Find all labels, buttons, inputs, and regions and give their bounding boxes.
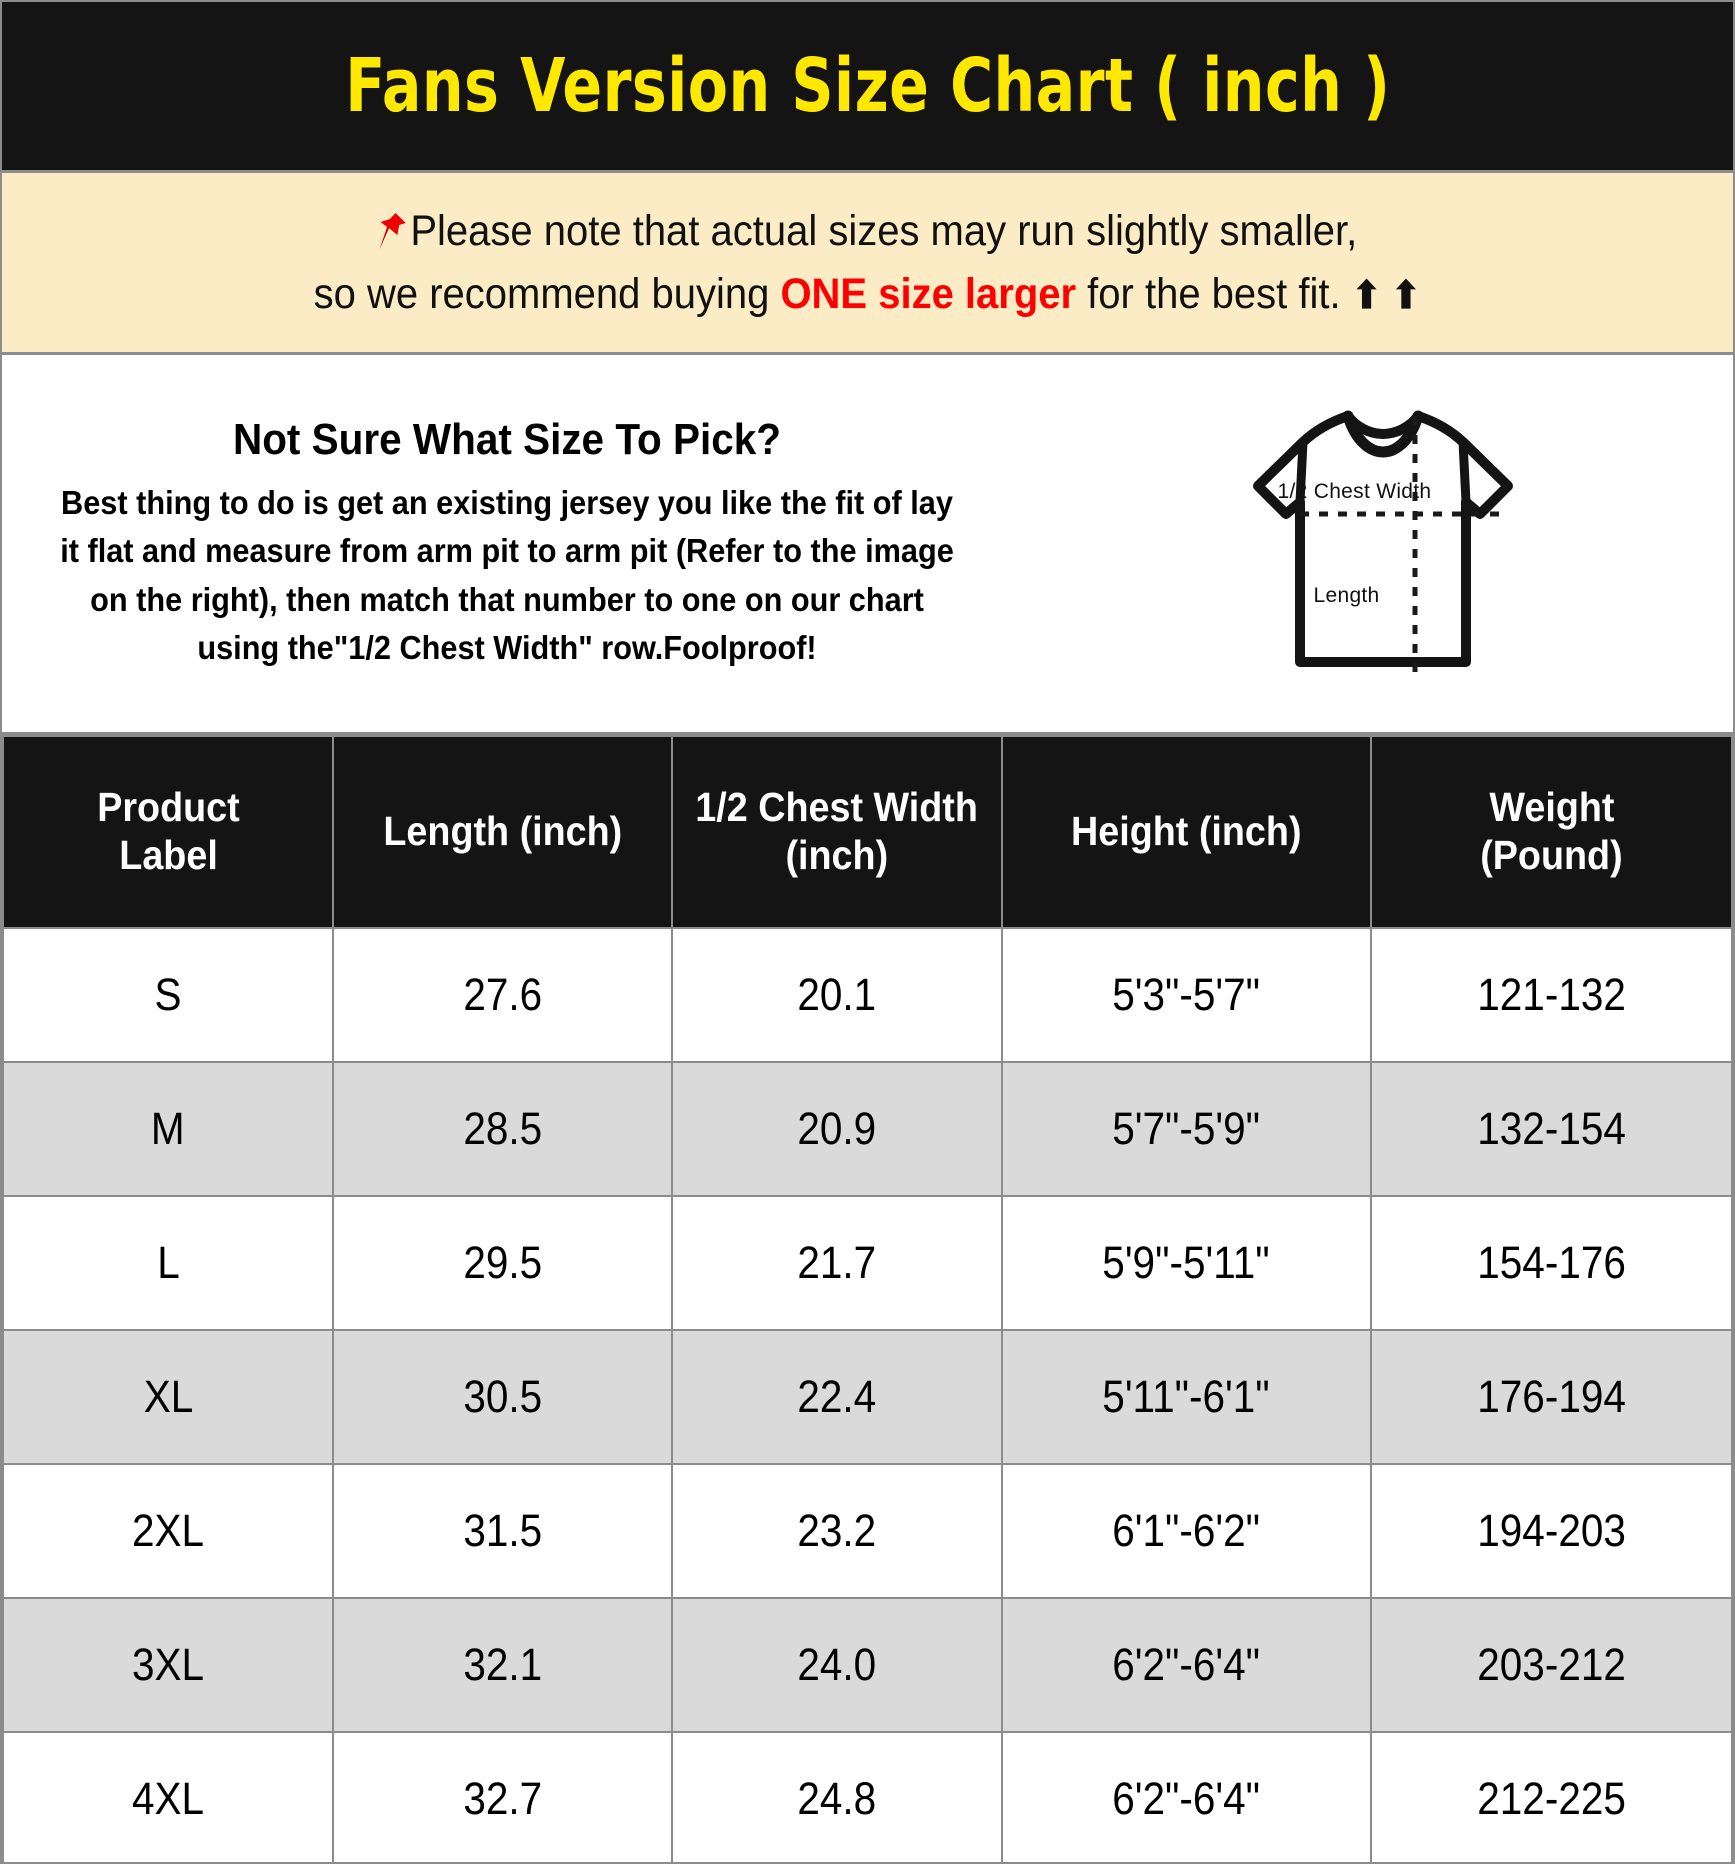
weight-cell: 194-203	[1370, 1463, 1733, 1599]
weight-cell: 212-225	[1370, 1731, 1733, 1862]
column-header-half-chest-width: 1/2 Chest Width (inch)	[670, 735, 1003, 929]
note-line-2-suffix: for the best fit.	[1076, 269, 1352, 318]
size-cell: 3XL	[2, 1597, 335, 1733]
info-body: Best thing to do is get an existing jers…	[60, 483, 954, 667]
note-emphasis: ONE size larger	[780, 269, 1077, 318]
note-line-2-prefix: so we recommend buying	[313, 269, 781, 318]
column-header-product-label: Product Label	[2, 735, 335, 929]
weight-cell: 154-176	[1370, 1195, 1733, 1331]
weight-cell: 176-194	[1370, 1329, 1733, 1465]
size-table-head: Product Label Length (inch) 1/2 Chest Wi…	[2, 735, 1733, 929]
info-section: Not Sure What Size To Pick? Best thing t…	[2, 355, 1733, 735]
table-row: 2XL 31.5 23.2 6'1"-6'2" 194-203	[2, 1463, 1733, 1599]
table-header-row: Product Label Length (inch) 1/2 Chest Wi…	[2, 735, 1733, 929]
table-row: L 29.5 21.7 5'9"-5'11" 154-176	[2, 1195, 1733, 1331]
chest-width-cell: 23.2	[670, 1463, 1003, 1599]
column-header-weight: Weight (Pound)	[1370, 735, 1733, 929]
height-cell: 6'1"-6'2"	[1000, 1463, 1373, 1599]
chest-width-cell: 21.7	[670, 1195, 1003, 1331]
tshirt-icon	[1252, 410, 1513, 678]
weight-cell: 132-154	[1370, 1061, 1733, 1197]
height-cell: 5'9"-5'11"	[1000, 1195, 1373, 1331]
table-row: 3XL 32.1 24.0 6'2"-6'4" 203-212	[2, 1597, 1733, 1733]
weight-cell: 121-132	[1370, 927, 1733, 1063]
size-cell: M	[2, 1061, 335, 1197]
page-title: Fans Version Size Chart ( inch )	[344, 43, 1391, 129]
chest-width-cell: 24.8	[670, 1731, 1003, 1862]
height-cell: 5'7"-5'9"	[1000, 1061, 1373, 1197]
up-arrow-icon: ⬆ ⬆	[1351, 274, 1422, 317]
chest-width-cell: 22.4	[670, 1329, 1003, 1465]
table-row: XL 30.5 22.4 5'11"-6'1" 176-194	[2, 1329, 1733, 1465]
table-row: 4XL 32.7 24.8 6'2"-6'4" 212-225	[2, 1731, 1733, 1862]
height-cell: 6'2"-6'4"	[1000, 1731, 1373, 1862]
weight-cell: 203-212	[1370, 1597, 1733, 1733]
length-cell: 30.5	[332, 1329, 673, 1465]
info-heading: Not Sure What Size To Pick?	[232, 414, 782, 464]
size-cell: S	[2, 927, 335, 1063]
table-row: S 27.6 20.1 5'3"-5'7" 121-132	[2, 927, 1733, 1063]
length-cell: 28.5	[332, 1061, 673, 1197]
size-cell: 4XL	[2, 1731, 335, 1862]
size-cell: L	[2, 1195, 335, 1331]
chest-width-cell: 24.0	[670, 1597, 1003, 1733]
chest-width-label: 1/2 Chest Width	[1277, 479, 1432, 503]
height-cell: 5'11"-6'1"	[1000, 1329, 1373, 1465]
table-row: M 28.5 20.9 5'7"-5'9" 132-154	[2, 1061, 1733, 1197]
size-table: Product Label Length (inch) 1/2 Chest Wi…	[2, 735, 1733, 1862]
tee-diagram: 1/2 Chest Width Length	[1208, 394, 1528, 694]
length-cell: 31.5	[332, 1463, 673, 1599]
size-cell: 2XL	[2, 1463, 335, 1599]
chest-width-cell: 20.1	[670, 927, 1003, 1063]
info-text-column: Not Sure What Size To Pick? Best thing t…	[2, 415, 1012, 673]
size-cell: XL	[2, 1329, 335, 1465]
length-label: Length	[1313, 583, 1380, 607]
column-header-length: Length (inch)	[332, 735, 673, 929]
height-cell: 6'2"-6'4"	[1000, 1597, 1373, 1733]
length-cell: 32.1	[332, 1597, 673, 1733]
size-table-body: S 27.6 20.1 5'3"-5'7" 121-132 M 28.5 20.9 5'7"-5…	[2, 927, 1733, 1862]
note-line-1: Please note that actual sizes may run sl…	[377, 200, 1358, 262]
length-cell: 27.6	[332, 927, 673, 1063]
note-banner: Please note that actual sizes may run sl…	[2, 173, 1733, 355]
pushpin-icon	[377, 206, 409, 250]
note-line-1-text: Please note that actual sizes may run sl…	[410, 207, 1358, 256]
chest-width-cell: 20.9	[670, 1061, 1003, 1197]
note-line-2: so we recommend buying ONE size larger f…	[314, 263, 1421, 325]
height-cell: 5'3"-5'7"	[1000, 927, 1373, 1063]
length-cell: 29.5	[332, 1195, 673, 1331]
title-banner: Fans Version Size Chart ( inch )	[2, 2, 1733, 173]
length-cell: 32.7	[332, 1731, 673, 1862]
tee-diagram-column: 1/2 Chest Width Length	[1012, 394, 1723, 694]
column-header-height: Height (inch)	[1000, 735, 1373, 929]
